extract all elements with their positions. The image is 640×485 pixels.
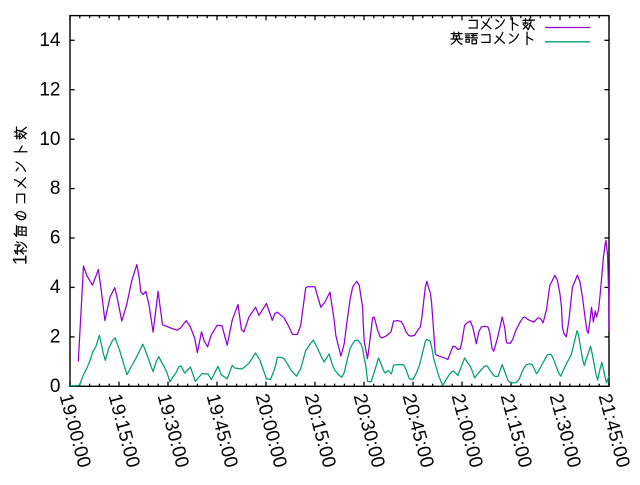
svg-text:0: 0	[50, 376, 61, 397]
svg-text:10: 10	[39, 129, 60, 150]
svg-text:2: 2	[50, 327, 61, 348]
svg-text:4: 4	[50, 277, 61, 298]
svg-text:1: 1	[11, 255, 32, 266]
svg-text:6: 6	[50, 228, 61, 249]
svg-text:12: 12	[39, 79, 60, 100]
svg-text:8: 8	[50, 178, 61, 199]
svg-text:14: 14	[39, 30, 61, 51]
